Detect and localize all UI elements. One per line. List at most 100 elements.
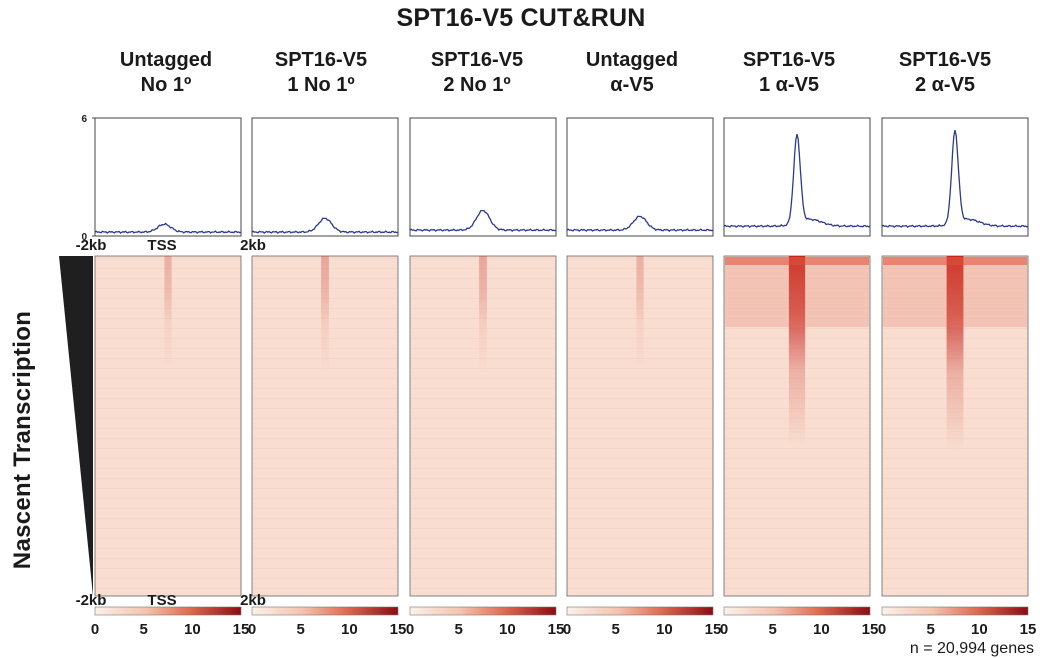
heatmap-texture-2 (253, 478, 397, 479)
heatmap-texture-3 (411, 548, 555, 549)
heatmap-texture-3 (411, 468, 555, 469)
column-label-1-line2: No 1º (140, 74, 192, 96)
heatmap-texture-5 (725, 578, 869, 579)
colorbar-tick-label-1: 0 (91, 621, 99, 638)
colorbar-tick-label-5: 15 (862, 621, 879, 638)
heatmap-tss-signal-1 (164, 256, 172, 369)
heatmap-texture-1 (96, 398, 240, 399)
heatmap-texture-1 (96, 508, 240, 509)
colorbar-tick-label-4: 5 (611, 621, 619, 638)
heatmap-texture-2 (253, 388, 397, 389)
column-label-3: SPT16-V5 2 No 1º (402, 48, 552, 98)
colorbar-tick-label-6: 15 (1020, 621, 1037, 638)
colorbar-tick-label-2: 15 (390, 621, 407, 638)
heatmap-texture-6 (883, 508, 1027, 509)
heatmap-texture-4 (568, 508, 712, 509)
profile-line-5 (723, 133, 871, 228)
heatmap-texture-1 (96, 528, 240, 529)
heatmap-texture-6 (883, 528, 1027, 529)
colorbar-tick-label-1: 5 (139, 621, 147, 638)
heatmap-texture-1 (96, 418, 240, 419)
heatmap-texture-1 (96, 568, 240, 569)
heatmap-texture-3 (411, 388, 555, 389)
colorbar-tick-label-2: 5 (296, 621, 304, 638)
heatmap-texture-6 (883, 468, 1027, 469)
heatmap-texture-4 (568, 418, 712, 419)
heatmap-texture-2 (253, 378, 397, 379)
colorbar-3 (409, 606, 557, 616)
heatmap-texture-4 (568, 558, 712, 559)
heatmap-texture-3 (411, 448, 555, 449)
heatmap-tss-signal-4 (636, 256, 644, 369)
colorbar-tick-label-1: 15 (233, 621, 250, 638)
heatmap-texture-6 (883, 588, 1027, 589)
colorbar-tick-label-2: 0 (248, 621, 256, 638)
heatmap-texture-3 (411, 458, 555, 459)
heatmap-texture-5 (725, 568, 869, 569)
heatmap-texture-6 (883, 478, 1027, 479)
heatmap-texture-5 (725, 518, 869, 519)
heatmap-texture-4 (568, 388, 712, 389)
heatmap-texture-4 (568, 498, 712, 499)
heatmap-texture-4 (568, 408, 712, 409)
heatmap-texture-2 (253, 418, 397, 419)
heatmap-texture-5 (725, 458, 869, 459)
heatmap-tss-signal-3 (479, 256, 487, 374)
heatmap-texture-5 (725, 538, 869, 539)
heatmap-texture-4 (568, 538, 712, 539)
colorbar-4 (566, 606, 714, 616)
heatmap-texture-5 (725, 468, 869, 469)
column-label-1: Untagged No 1º (91, 48, 241, 98)
heatmap-texture-6 (883, 458, 1027, 459)
position-label-tss-profile: TSS (147, 237, 176, 254)
column-label-4-line1: Untagged (585, 49, 679, 71)
heatmap-texture-4 (568, 428, 712, 429)
heatmap-texture-3 (411, 498, 555, 499)
heatmap-tss-signal-6 (946, 256, 964, 450)
heatmap-texture-4 (568, 378, 712, 379)
position-label-right-profile: 2kb (240, 237, 266, 254)
heatmap-top-rows-6 (883, 257, 1027, 265)
heatmap-texture-1 (96, 518, 240, 519)
profile-line-4 (566, 215, 714, 232)
column-label-6: SPT16-V5 2 α-V5 (870, 48, 1020, 98)
column-label-5-line1: SPT16-V5 (742, 49, 836, 71)
position-label-right-heatmap: 2kb (240, 592, 266, 609)
heatmap-texture-4 (568, 518, 712, 519)
heatmap-texture-1 (96, 488, 240, 489)
heatmap-texture-2 (253, 488, 397, 489)
heatmap-texture-2 (253, 408, 397, 409)
heatmap-texture-4 (568, 458, 712, 459)
heatmap-texture-5 (725, 548, 869, 549)
heatmap-texture-2 (253, 578, 397, 579)
heatmap-top-rows-5 (725, 257, 869, 265)
heatmap-texture-1 (96, 458, 240, 459)
heatmap-texture-5 (725, 558, 869, 559)
heatmap-texture-1 (96, 578, 240, 579)
heatmap-texture-3 (411, 518, 555, 519)
heatmap-texture-3 (411, 438, 555, 439)
colorbar-tick-label-4: 10 (656, 621, 673, 638)
heatmap-texture-3 (411, 588, 555, 589)
profile-panel-5 (723, 117, 871, 237)
heatmap-texture-2 (253, 538, 397, 539)
profile-panel-6 (881, 117, 1029, 237)
heatmap-texture-4 (568, 548, 712, 549)
heatmap-texture-6 (883, 518, 1027, 519)
heatmap-texture-3 (411, 378, 555, 379)
heatmap-texture-6 (883, 558, 1027, 559)
heatmap-texture-3 (411, 508, 555, 509)
column-label-5-line2: 1 α-V5 (758, 74, 820, 96)
transcription-wedge (59, 256, 93, 596)
heatmap-texture-6 (883, 498, 1027, 499)
heatmap-texture-4 (568, 478, 712, 479)
heatmap-texture-3 (411, 538, 555, 539)
heatmap-texture-6 (883, 488, 1027, 489)
column-label-1-line1: Untagged (119, 49, 213, 71)
column-label-6-line2: 2 α-V5 (914, 74, 976, 96)
heatmap-texture-4 (568, 528, 712, 529)
colorbar-tick-label-1: 10 (184, 621, 201, 638)
heatmap-texture-2 (253, 458, 397, 459)
heatmap-texture-2 (253, 398, 397, 399)
